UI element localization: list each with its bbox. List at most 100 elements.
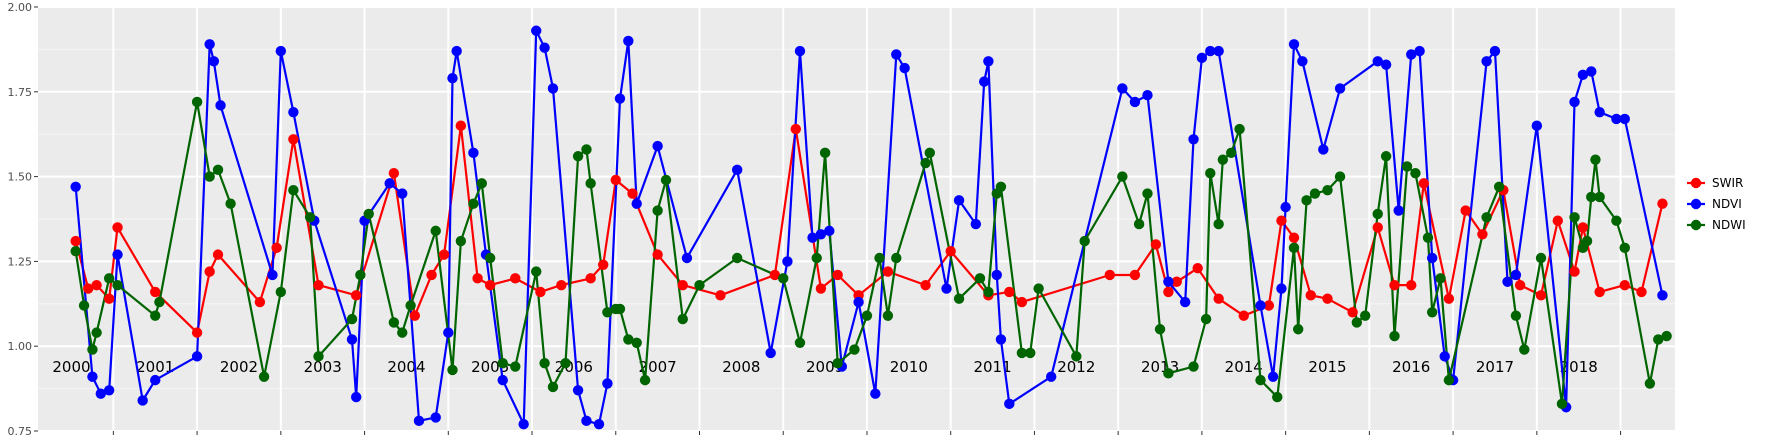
- ndvi-point: [208, 56, 220, 67]
- ndwi-point: [484, 252, 496, 264]
- ndvi-point: [794, 45, 806, 57]
- ndvi-point: [1611, 113, 1622, 125]
- ndvi-point: [941, 283, 952, 294]
- ndwi-point: [1288, 242, 1300, 254]
- ndwi-point: [275, 286, 287, 298]
- y-tick-label: 0.75: [8, 425, 33, 438]
- swir-point: [388, 168, 400, 179]
- ndwi-point: [731, 252, 743, 264]
- ndvi-point: [782, 256, 793, 267]
- ndwi-point: [455, 235, 467, 247]
- year-label: 2001: [136, 358, 174, 376]
- ndvi-point: [824, 225, 835, 237]
- ndvi-point: [539, 42, 550, 53]
- ndvi-point: [275, 45, 287, 57]
- ndwi-point: [531, 266, 542, 277]
- ndwi-point: [1372, 208, 1383, 220]
- ndwi-point: [1200, 313, 1212, 325]
- ndvi-point: [1586, 66, 1597, 77]
- year-label: 2007: [639, 358, 677, 376]
- ndvi-point: [1414, 45, 1425, 57]
- swir-point: [610, 174, 621, 186]
- year-label: 2003: [304, 358, 342, 376]
- year-label: 2010: [890, 358, 928, 376]
- ndwi-point: [1133, 218, 1145, 230]
- ndvi-point: [215, 100, 226, 111]
- ndwi-point: [1071, 351, 1082, 362]
- ndwi-point: [1435, 273, 1446, 284]
- ndwi-point: [204, 171, 215, 182]
- ndvi-point: [1619, 113, 1630, 125]
- swir-point: [598, 259, 609, 270]
- ndwi-point: [874, 252, 885, 264]
- ndwi-point: [1481, 212, 1492, 223]
- ndvi-point: [112, 249, 123, 260]
- ndvi-point: [731, 164, 743, 176]
- ndvi-point: [1255, 300, 1266, 311]
- swir-point: [1150, 239, 1162, 250]
- swir-point: [1238, 310, 1249, 321]
- ndwi-point: [882, 310, 894, 321]
- ndvi-point: [815, 229, 827, 240]
- swir-point: [409, 310, 421, 321]
- ndwi-point: [1619, 242, 1630, 254]
- ndvi-point: [1502, 276, 1513, 287]
- ndwi-point: [405, 300, 416, 311]
- swir-point: [271, 242, 282, 254]
- ndwi-point: [974, 273, 986, 284]
- ndwi-point: [191, 96, 203, 108]
- ndwi-point: [288, 184, 299, 196]
- ndwi-point: [225, 198, 236, 209]
- ndvi-point: [765, 347, 776, 359]
- swir-point: [254, 296, 266, 308]
- ndvi-point: [970, 218, 982, 230]
- ndwi-point: [1535, 252, 1547, 264]
- ndwi-point: [468, 198, 479, 209]
- ndwi-point: [652, 205, 663, 216]
- ndvi-point: [899, 62, 910, 74]
- swir-point: [191, 327, 203, 338]
- ndvi-point: [953, 195, 965, 206]
- ndwi-point: [1426, 307, 1438, 318]
- ndwi-point: [1569, 212, 1580, 223]
- ndwi-point: [1334, 171, 1346, 182]
- ndvi-point: [518, 419, 529, 430]
- ndvi-point: [853, 296, 864, 308]
- swir-point: [91, 279, 102, 291]
- ndvi-point: [1196, 52, 1208, 64]
- swir-point: [715, 290, 726, 301]
- ndwi-point: [103, 273, 115, 284]
- ndvi-point: [70, 181, 81, 192]
- ndwi-point: [924, 147, 935, 159]
- ndvi-point: [447, 73, 458, 84]
- legend-swatch-point-swir: [1690, 177, 1702, 189]
- swir-point: [1305, 290, 1316, 301]
- ndwi-point: [581, 144, 592, 155]
- ndwi-point: [560, 357, 571, 369]
- swir-point: [1657, 198, 1668, 209]
- ndvi-point: [1439, 351, 1450, 362]
- year-label: 2000: [52, 358, 90, 376]
- ndvi-point: [87, 371, 98, 382]
- ndvi-point: [150, 374, 161, 386]
- swir-point: [1263, 300, 1275, 311]
- ndwi-point: [861, 310, 873, 321]
- swir-point: [1163, 286, 1174, 298]
- ndvi-point: [1129, 96, 1141, 108]
- swir-point: [150, 286, 161, 298]
- ndwi-point: [1079, 235, 1090, 247]
- ndwi-point: [1217, 154, 1229, 165]
- ndwi-point: [1581, 235, 1593, 247]
- ndvi-point: [652, 140, 663, 152]
- ndwi-point: [1590, 154, 1601, 165]
- y-tick-label: 1.50: [8, 171, 33, 184]
- swir-point: [1460, 205, 1471, 216]
- ndwi-point: [794, 337, 806, 349]
- ndwi-point: [1117, 171, 1128, 182]
- swir-point: [556, 279, 567, 291]
- swir-point: [1552, 215, 1563, 226]
- swir-point: [585, 273, 596, 284]
- swir-point: [112, 222, 123, 233]
- ndvi-point: [1142, 89, 1153, 101]
- ndwi-point: [1443, 374, 1455, 386]
